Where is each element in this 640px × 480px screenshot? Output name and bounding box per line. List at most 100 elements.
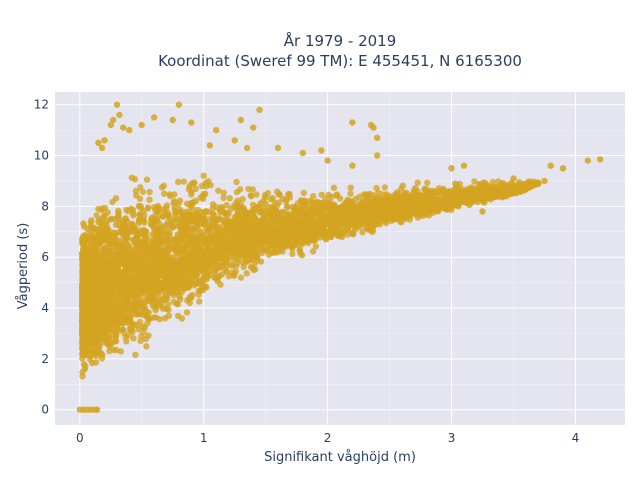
data-point: [99, 205, 106, 212]
data-point: [178, 257, 185, 264]
data-point: [80, 223, 88, 230]
data-point: [140, 242, 147, 249]
data-point: [246, 254, 253, 261]
data-point: [299, 234, 306, 241]
data-point: [300, 189, 307, 197]
data-point: [196, 298, 203, 305]
data-point: [170, 199, 177, 207]
data-point: [366, 198, 373, 205]
data-point: [107, 281, 114, 288]
data-point: [143, 343, 150, 350]
data-point: [132, 254, 139, 261]
data-point: [172, 241, 179, 249]
data-point: [310, 193, 317, 200]
data-point: [427, 193, 435, 200]
data-point: [298, 252, 306, 259]
data-point: [383, 191, 390, 198]
data-point: [309, 248, 317, 255]
data-point: [453, 182, 460, 189]
data-point: [285, 191, 292, 198]
data-point: [176, 197, 184, 204]
data-point: [122, 301, 129, 308]
data-point: [289, 250, 296, 258]
data-point: [383, 201, 390, 208]
data-point: [139, 323, 146, 330]
data-point: [98, 350, 105, 357]
data-point: [321, 204, 328, 212]
data-point: [156, 241, 163, 249]
data-point: [136, 195, 144, 202]
data-point: [161, 296, 169, 304]
data-point: [150, 223, 157, 230]
data-point: [216, 254, 223, 261]
chart-title-line2: Koordinat (Sweref 99 TM): E 455451, N 61…: [158, 52, 522, 70]
data-point: [97, 239, 104, 246]
data-point: [143, 176, 151, 183]
data-point: [234, 197, 241, 204]
data-point: [134, 300, 142, 307]
data-point: [471, 178, 478, 185]
data-point: [183, 309, 191, 316]
data-point: [92, 264, 99, 271]
data-point: [334, 191, 341, 198]
data-point: [115, 207, 122, 214]
data-point: [144, 205, 151, 212]
data-point: [350, 231, 357, 238]
data-point: [185, 273, 193, 280]
data-point: [99, 255, 106, 263]
data-point: [200, 172, 207, 179]
data-point: [159, 223, 167, 230]
data-point: [265, 204, 272, 212]
data-point: [188, 199, 195, 207]
data-point: [120, 231, 127, 238]
data-point: [149, 265, 157, 272]
data-point: [237, 186, 244, 193]
data-point: [296, 247, 303, 254]
data-point: [234, 259, 241, 266]
chart-title-line1: År 1979 - 2019: [284, 31, 397, 50]
data-point: [270, 249, 278, 256]
data-point: [215, 224, 222, 232]
data-point: [240, 225, 247, 232]
data-point: [91, 240, 99, 247]
data-point: [495, 178, 502, 185]
data-point: [115, 212, 122, 220]
data-point: [244, 246, 252, 253]
data-point: [240, 215, 248, 222]
data-point: [203, 241, 210, 248]
data-point: [132, 351, 139, 358]
data-point: [205, 246, 212, 253]
data-point: [381, 184, 389, 191]
data-point: [166, 229, 173, 237]
data-point: [79, 355, 86, 362]
data-point: [116, 247, 123, 255]
data-point: [149, 295, 156, 302]
data-point: [152, 314, 159, 321]
data-point: [105, 269, 112, 276]
data-point: [282, 225, 289, 232]
data-point: [190, 246, 197, 253]
data-point: [161, 228, 168, 236]
data-point: [216, 272, 223, 280]
data-point: [123, 218, 131, 225]
data-point: [223, 201, 230, 209]
data-point: [167, 241, 174, 248]
data-point: [347, 190, 354, 197]
data-point: [196, 212, 203, 219]
data-point: [233, 178, 240, 186]
data-point: [305, 204, 313, 212]
data-point: [140, 216, 147, 223]
data-point: [202, 267, 209, 275]
data-point: [309, 233, 316, 241]
data-point: [247, 225, 254, 232]
data-point: [311, 210, 319, 217]
data-point: [207, 182, 214, 189]
data-point: [206, 271, 213, 279]
data-point: [114, 313, 121, 320]
data-point: [226, 195, 233, 202]
data-point: [137, 284, 145, 291]
data-point: [534, 179, 541, 186]
data-point: [222, 259, 229, 266]
data-point: [250, 208, 258, 215]
